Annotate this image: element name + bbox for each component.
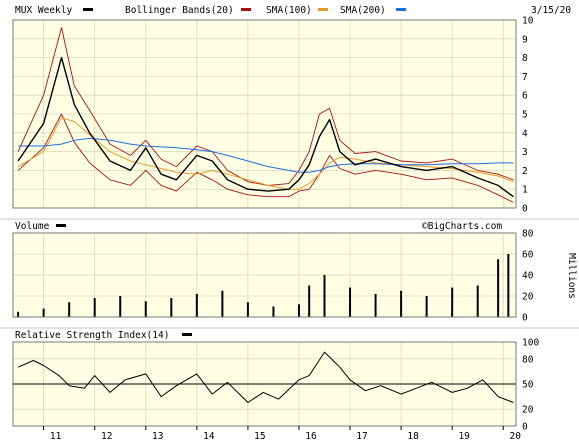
volume-bar: [425, 296, 428, 317]
rsi-header: Relative Strength Index(14): [15, 330, 192, 341]
volume-bar: [323, 275, 326, 317]
legend-label-sma200: SMA(200): [340, 5, 386, 16]
x-tick-label: 17: [356, 431, 367, 442]
volume-bar: [374, 293, 377, 317]
price-tick-label: 4: [522, 128, 528, 139]
x-tick-label: 14: [203, 431, 215, 442]
price-series-group: [17, 27, 514, 203]
x-tick-label: 13: [152, 431, 163, 442]
volume-bar: [93, 298, 96, 317]
rsi-panel-frame: [12, 341, 517, 427]
price-tick-label: 1: [522, 185, 528, 196]
rsi-series-group: [13, 351, 516, 403]
volume-tick-label: 80: [522, 229, 534, 240]
price-tick-label: 5: [522, 110, 528, 121]
volume-tick-label: 40: [522, 271, 534, 282]
rsi-tick-label: 50: [522, 380, 534, 391]
series-rsi: [17, 351, 514, 403]
rsi-tick-label: 20: [522, 405, 534, 416]
volume-bars-group: [17, 254, 510, 317]
legend-swatch-mux: [83, 8, 93, 11]
volume-bar: [507, 254, 510, 317]
series-sma100: [17, 117, 514, 190]
volume-legend-swatch: [56, 224, 66, 227]
price-legend: MUX Weekly Bollinger Bands(20) SMA(100) …: [15, 5, 571, 16]
volume-y-axis: 0 20 40 60 80: [522, 229, 534, 324]
volume-bar: [170, 298, 173, 317]
price-tick-label: 3: [522, 147, 528, 158]
price-y-axis: 0 1 2 3 4 5 6 7 8 9 10: [522, 16, 534, 215]
volume-bar: [17, 311, 20, 317]
price-panel-frame: [12, 19, 517, 209]
volume-bar: [400, 290, 403, 317]
price-grid: [13, 19, 516, 209]
volume-title: Volume: [15, 221, 50, 232]
price-tick-label: 9: [522, 34, 528, 45]
volume-bar: [68, 302, 71, 317]
volume-panel-frame: [12, 232, 517, 318]
rsi-title: Relative Strength Index(14): [15, 330, 169, 341]
chart-title: MUX Weekly: [15, 5, 72, 16]
volume-tick-label: 60: [522, 250, 534, 261]
x-tick-label: 11: [50, 431, 62, 442]
volume-header: Volume ©BigCharts.com: [15, 221, 502, 232]
legend-swatch-sma100: [318, 8, 328, 11]
price-tick-label: 10: [522, 16, 534, 27]
series-sma200: [18, 137, 514, 173]
x-tick-label: 16: [305, 431, 317, 442]
price-tick-label: 0: [522, 204, 528, 215]
volume-bar: [42, 308, 45, 317]
price-tick-label: 2: [522, 166, 528, 177]
legend-swatch-sma200: [396, 8, 406, 11]
volume-bar: [497, 259, 500, 317]
x-tick-label: 20: [510, 431, 522, 442]
rsi-tick-label: 100: [522, 338, 539, 349]
legend-swatch-bollinger: [241, 8, 251, 11]
legend-label-bollinger: Bollinger Bands(20): [125, 5, 234, 16]
x-tick-label: 19: [458, 431, 470, 442]
volume-tick-label: 20: [522, 292, 534, 303]
volume-bar: [308, 285, 311, 317]
rsi-y-axis: 0 20 50 80 100: [522, 338, 539, 433]
price-tick-label: 7: [522, 72, 528, 83]
legend-label-sma100: SMA(100): [266, 5, 312, 16]
volume-bar: [144, 301, 147, 317]
volume-bar: [476, 285, 479, 317]
x-axis: 11 12 13 14 15 16 17 18 19 20: [43, 426, 522, 442]
volume-bar: [349, 287, 352, 317]
volume-bar: [451, 287, 454, 317]
x-tick-label: 12: [101, 431, 112, 442]
price-tick-label: 6: [522, 91, 528, 102]
x-tick-label: 18: [407, 431, 419, 442]
volume-bar: [221, 290, 224, 317]
rsi-tick-label: 80: [522, 354, 534, 365]
series-mux-weekly: [17, 56, 514, 198]
volume-axis-label: Millions: [566, 253, 577, 299]
rsi-legend-swatch: [182, 333, 192, 336]
x-tick-label: 15: [254, 431, 265, 442]
chart-date: 3/15/20: [531, 5, 571, 16]
rsi-tick-label: 0: [522, 422, 528, 433]
volume-bar: [297, 304, 300, 317]
bigcharts-watermark: ©BigCharts.com: [422, 221, 502, 232]
volume-bar: [195, 293, 198, 317]
series-bollinger-lower: [17, 113, 514, 203]
volume-bar: [246, 302, 249, 317]
volume-bar: [272, 306, 275, 317]
volume-tick-label: 0: [522, 313, 528, 324]
volume-bar: [119, 296, 122, 317]
price-tick-label: 8: [522, 53, 528, 64]
